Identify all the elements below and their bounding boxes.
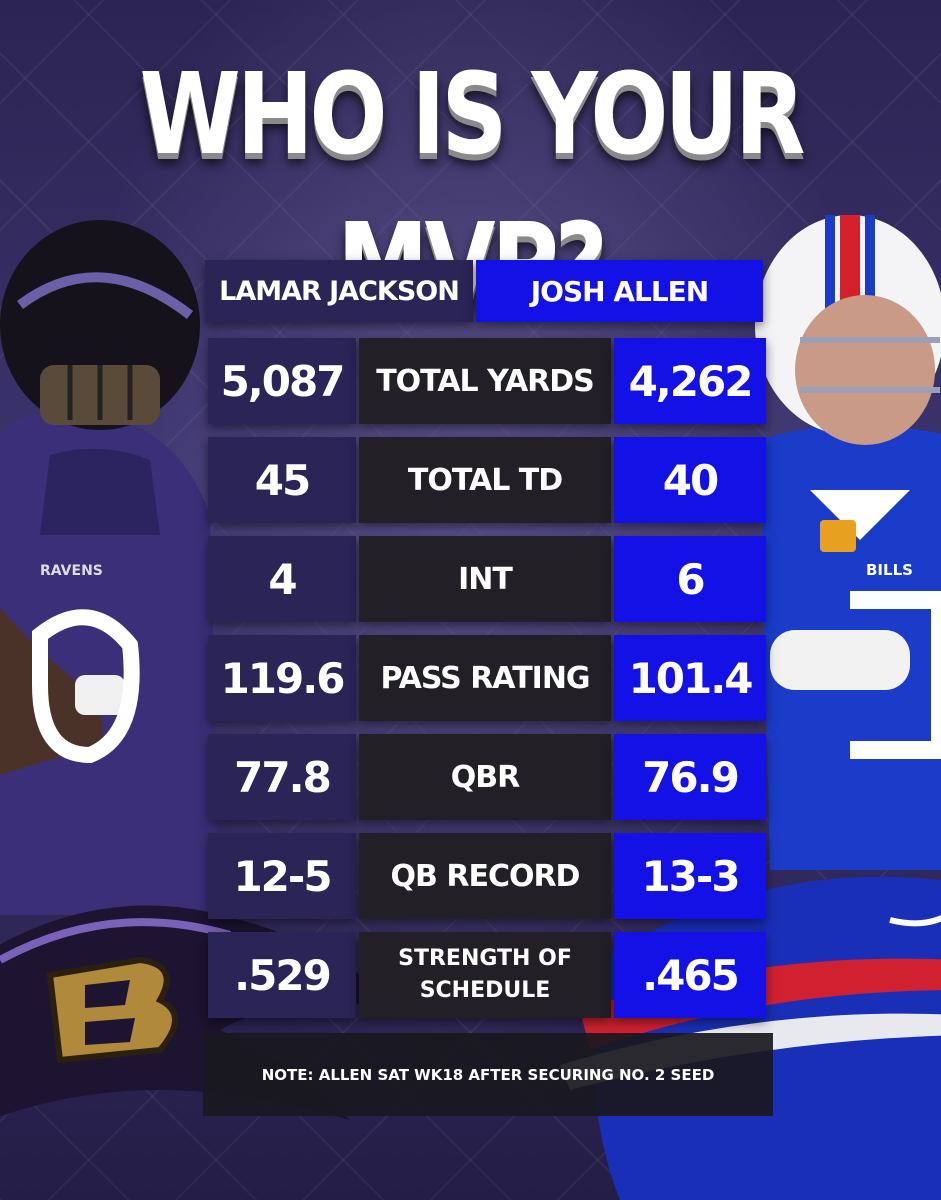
lamar-total-td: 45: [208, 437, 356, 523]
lamar-jackson-image: RAVENS: [0, 220, 220, 915]
label-pass-rating: PASS RATING: [359, 635, 611, 721]
label-int: INT: [359, 536, 611, 622]
player-header-josh-allen: JOSH ALLEN: [476, 260, 763, 322]
player-header-lamar-jackson: LAMAR JACKSON: [205, 260, 473, 322]
allen-total-yards: 4,262: [614, 338, 766, 424]
allen-qbr: 76.9: [614, 734, 766, 820]
josh-allen-image: BILLS: [755, 215, 941, 870]
label-total-yards: TOTAL YARDS: [359, 338, 611, 424]
allen-int: 6: [614, 536, 766, 622]
label-strength-of-schedule: STRENGTH OF SCHEDULE: [359, 932, 611, 1018]
label-qbr: QBR: [359, 734, 611, 820]
allen-qb-record: 13-3: [614, 833, 766, 919]
allen-total-td: 40: [614, 437, 766, 523]
label-strength-of-schedule-line1: STRENGTH OF: [398, 946, 572, 971]
label-strength-of-schedule-line2: SCHEDULE: [419, 978, 551, 1003]
label-total-td: TOTAL TD: [359, 437, 611, 523]
lamar-qb-record: 12-5: [208, 833, 356, 919]
footnote: NOTE: ALLEN SAT WK18 AFTER SECURING NO. …: [203, 1033, 773, 1116]
ravens-jersey-text: RAVENS: [40, 563, 103, 579]
lamar-strength-of-schedule: .529: [208, 932, 356, 1018]
lamar-int: 4: [208, 536, 356, 622]
allen-pass-rating: 101.4: [614, 635, 766, 721]
bills-jersey-text: BILLS: [866, 561, 913, 579]
lamar-pass-rating: 119.6: [208, 635, 356, 721]
allen-strength-of-schedule: .465: [614, 932, 766, 1018]
lamar-total-yards: 5,087: [208, 338, 356, 424]
label-qb-record: QB RECORD: [359, 833, 611, 919]
lamar-qbr: 77.8: [208, 734, 356, 820]
